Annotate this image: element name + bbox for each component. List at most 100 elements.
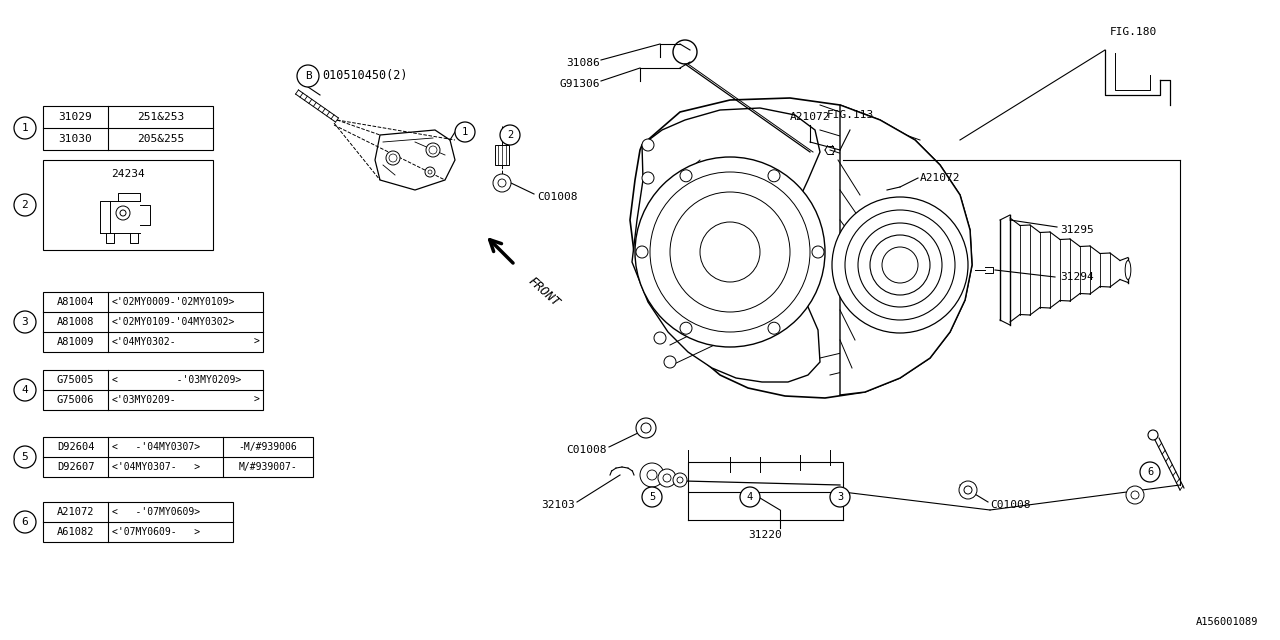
Text: -M/#939006: -M/#939006 [238, 442, 297, 452]
Text: FRONT: FRONT [525, 275, 562, 310]
Text: 4: 4 [746, 492, 753, 502]
Circle shape [680, 170, 692, 182]
Circle shape [1126, 486, 1144, 504]
Circle shape [870, 235, 931, 295]
Text: <'02MY0109-'04MY0302>: <'02MY0109-'04MY0302> [113, 317, 236, 327]
Circle shape [643, 487, 662, 507]
Polygon shape [375, 130, 454, 190]
Circle shape [493, 174, 511, 192]
Text: A156001089: A156001089 [1196, 617, 1258, 627]
Circle shape [14, 379, 36, 401]
Text: A81004: A81004 [56, 297, 95, 307]
Circle shape [832, 197, 968, 333]
Circle shape [1140, 462, 1160, 482]
Text: 2: 2 [507, 130, 513, 140]
Circle shape [636, 246, 648, 258]
Text: <   -'04MY0307>: < -'04MY0307> [113, 442, 200, 452]
Text: 31294: 31294 [1060, 272, 1093, 282]
Circle shape [643, 172, 654, 184]
Bar [44, 370, 262, 410]
Circle shape [964, 486, 972, 494]
Bar [495, 145, 509, 165]
Circle shape [454, 122, 475, 142]
Circle shape [658, 469, 676, 487]
Circle shape [768, 322, 780, 334]
Text: G91306: G91306 [559, 79, 600, 89]
Text: M/#939007-: M/#939007- [238, 462, 297, 472]
Text: <'02MY0009-'02MY0109>: <'02MY0009-'02MY0109> [113, 297, 236, 307]
Polygon shape [632, 108, 820, 382]
Circle shape [812, 246, 824, 258]
Circle shape [858, 223, 942, 307]
Circle shape [14, 117, 36, 139]
Text: 1: 1 [462, 127, 468, 137]
Circle shape [654, 332, 666, 344]
Text: D92604: D92604 [56, 442, 95, 452]
Text: 5: 5 [649, 492, 655, 502]
Bar [44, 106, 212, 150]
Circle shape [829, 487, 850, 507]
Polygon shape [630, 98, 972, 398]
Text: A21072: A21072 [920, 173, 960, 183]
Text: FIG.113: FIG.113 [827, 110, 874, 120]
Text: G75006: G75006 [56, 395, 95, 405]
Text: 5: 5 [22, 452, 28, 462]
Text: >: > [253, 337, 259, 347]
Circle shape [959, 481, 977, 499]
Text: A81008: A81008 [56, 317, 95, 327]
Text: <'04MY0307-   >: <'04MY0307- > [113, 462, 200, 472]
Circle shape [636, 418, 657, 438]
Circle shape [664, 356, 676, 368]
Bar [44, 292, 262, 352]
Circle shape [14, 511, 36, 533]
Text: 1: 1 [22, 123, 28, 133]
Text: 32103: 32103 [541, 500, 575, 510]
Circle shape [425, 167, 435, 177]
Circle shape [14, 194, 36, 216]
Polygon shape [840, 105, 972, 395]
Text: 2: 2 [22, 200, 28, 210]
Text: <'07MY0609-   >: <'07MY0609- > [113, 527, 200, 537]
Text: 31030: 31030 [59, 134, 92, 144]
Text: A61082: A61082 [56, 527, 95, 537]
Bar [44, 502, 233, 542]
Bar [44, 160, 212, 250]
Circle shape [500, 125, 520, 145]
Circle shape [640, 463, 664, 487]
Text: C01008: C01008 [567, 445, 607, 455]
Text: <          -'03MY0209>: < -'03MY0209> [113, 375, 241, 385]
Text: 6: 6 [1147, 467, 1153, 477]
Text: 31295: 31295 [1060, 225, 1093, 235]
Text: 31220: 31220 [748, 530, 782, 540]
Text: 31029: 31029 [59, 112, 92, 122]
Text: FIG.180: FIG.180 [1110, 27, 1157, 37]
Text: 3: 3 [837, 492, 844, 502]
Text: B: B [305, 71, 311, 81]
Text: 24234: 24234 [111, 169, 145, 179]
Circle shape [426, 143, 440, 157]
Circle shape [1148, 430, 1158, 440]
Bar [44, 437, 314, 477]
Ellipse shape [1125, 260, 1130, 280]
Text: A21072: A21072 [790, 112, 831, 122]
Text: 4: 4 [22, 385, 28, 395]
Text: 6: 6 [22, 517, 28, 527]
Circle shape [673, 473, 687, 487]
Text: <'03MY0209-: <'03MY0209- [113, 395, 177, 405]
Bar [689, 462, 844, 492]
Text: >: > [253, 395, 259, 405]
Text: 010510450(2): 010510450(2) [323, 70, 407, 83]
Text: C01008: C01008 [538, 192, 577, 202]
Circle shape [845, 210, 955, 320]
Text: A81009: A81009 [56, 337, 95, 347]
Circle shape [768, 170, 780, 182]
Text: 205&255: 205&255 [137, 134, 184, 144]
Circle shape [14, 311, 36, 333]
Circle shape [635, 157, 826, 347]
Text: 3: 3 [22, 317, 28, 327]
Circle shape [680, 322, 692, 334]
Text: A21072: A21072 [56, 507, 95, 517]
Text: D92607: D92607 [56, 462, 95, 472]
Text: <'04MY0302-: <'04MY0302- [113, 337, 177, 347]
Circle shape [387, 151, 399, 165]
